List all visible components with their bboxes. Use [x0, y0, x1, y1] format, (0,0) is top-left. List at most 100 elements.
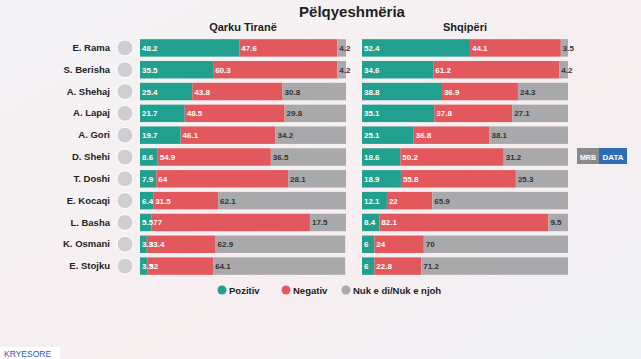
- bar-segment: [140, 61, 213, 78]
- data-label: 65.9: [434, 197, 450, 206]
- bar-segment: [442, 83, 518, 100]
- bar-segment: [362, 148, 400, 165]
- category-tick: L. Basha: [70, 216, 110, 227]
- bar-segment: [374, 257, 421, 274]
- bar-segment: [213, 257, 345, 274]
- bar-segment: [310, 214, 346, 231]
- data-label: 36.5: [273, 153, 289, 162]
- category-label: E. Rama: [73, 42, 111, 53]
- data-label: 18.9: [364, 175, 380, 184]
- data-label: 9.5: [550, 218, 562, 227]
- category-tick: E. Stojku: [69, 260, 110, 271]
- category-label: A. Gori: [78, 129, 110, 140]
- data-label: 77: [153, 218, 162, 227]
- data-label: 22.8: [376, 262, 392, 271]
- category-tick: A. Gori: [78, 129, 110, 140]
- data-label: 4.2: [561, 66, 573, 75]
- bar-segment: [181, 126, 276, 143]
- data-label: 5.5: [142, 218, 154, 227]
- bar-segment: [140, 192, 153, 209]
- category-label: A. Shehaj: [67, 86, 110, 97]
- bar-segment: [434, 105, 512, 122]
- data-label: 30.8: [285, 88, 301, 97]
- bar-segment: [151, 214, 310, 231]
- category-tick: K. Osmani: [63, 238, 110, 249]
- bar-segment: [362, 61, 433, 78]
- bar-segment: [185, 105, 285, 122]
- data-label: 12.1: [364, 197, 380, 206]
- bar-segment: [140, 83, 192, 100]
- logo-box: [599, 148, 627, 164]
- data-label: 71.2: [423, 262, 439, 271]
- y-axis: [332, 48, 333, 266]
- category-label: S. Berisha: [64, 64, 111, 75]
- category-label: L. Basha: [70, 216, 110, 227]
- data-label: 60.3: [215, 66, 231, 75]
- category-label: T. Doshi: [74, 173, 110, 184]
- annotation: KRYESORE: [4, 349, 51, 359]
- data-label: 35.1: [364, 109, 380, 118]
- data-label: 33.4: [149, 240, 165, 249]
- data-label: 25.1: [364, 131, 380, 140]
- bar-segment: [362, 192, 387, 209]
- bar-segment: [271, 148, 346, 165]
- avatar: [117, 258, 133, 274]
- category-tick: A. Lapaj: [73, 107, 110, 118]
- data-label: 24.3: [520, 88, 536, 97]
- bars: [140, 39, 346, 275]
- data-label: 31.5: [155, 197, 171, 206]
- bar-segment: [518, 83, 568, 100]
- data-label: 47.6: [241, 44, 257, 53]
- category-label: A. Lapaj: [73, 107, 110, 118]
- category-tick: T. Doshi: [74, 173, 110, 184]
- category-tick: A. Shehaj: [67, 86, 110, 97]
- legend-label: Pozitiv: [229, 285, 260, 296]
- bar-segment: [433, 61, 559, 78]
- category-label: E. Stojku: [69, 260, 110, 271]
- bar-segment: [153, 192, 218, 209]
- data-label: 48.5: [187, 109, 203, 118]
- tag-box: [0, 347, 60, 359]
- avatars: [117, 40, 133, 274]
- legend-swatch: [342, 286, 351, 295]
- bar-segment: [158, 148, 271, 165]
- legend-swatch: [218, 286, 227, 295]
- bar-segment: [374, 236, 423, 253]
- bar-segment: [140, 126, 181, 143]
- avatar: [117, 105, 133, 121]
- data-label: 4.2: [339, 66, 351, 75]
- data-label: 27.1: [514, 109, 530, 118]
- data-label: 4.2: [339, 44, 351, 53]
- data-label: 46.1: [183, 131, 199, 140]
- bar-segment: [414, 126, 490, 143]
- data-label: 64: [158, 175, 167, 184]
- legend-label: Negativ: [293, 285, 328, 296]
- data-label: 48.2: [142, 44, 158, 53]
- data-label: 19.7: [142, 131, 158, 140]
- bar-segment: [548, 214, 568, 231]
- data-label: 32: [149, 262, 158, 271]
- data-labels: 48.235.525.421.719.78.67.96.45.53.33.547…: [142, 44, 351, 271]
- bar-segment: [362, 170, 401, 187]
- bar-segment: [504, 148, 568, 165]
- bar-segment: [362, 214, 379, 231]
- legend: PozitivNegativNuk e di/Nuk e njoh: [218, 285, 442, 296]
- data-label: 6.4: [142, 197, 154, 206]
- data-label: 36.8: [416, 131, 432, 140]
- data-label: 34.6: [364, 66, 380, 75]
- bar-segment: [285, 105, 346, 122]
- data-label: 29.8: [287, 109, 303, 118]
- data-label: 8.6: [142, 153, 154, 162]
- data-label: 8.4: [364, 218, 376, 227]
- bar-segment: [140, 148, 158, 165]
- avatar: [117, 193, 133, 209]
- data-label: 17.5: [312, 218, 328, 227]
- bar-segment: [362, 236, 374, 253]
- data-label: 62.1: [220, 197, 236, 206]
- avatar: [117, 40, 133, 56]
- bar-segment: [218, 192, 346, 209]
- category-tick: D. Shehi: [72, 151, 110, 162]
- avatar: [117, 62, 133, 78]
- category-tick: E. Kocaqi: [67, 195, 110, 206]
- chart-svg: PëlqyeshmëriaQarku TiranëE. RamaS. Beris…: [0, 0, 641, 359]
